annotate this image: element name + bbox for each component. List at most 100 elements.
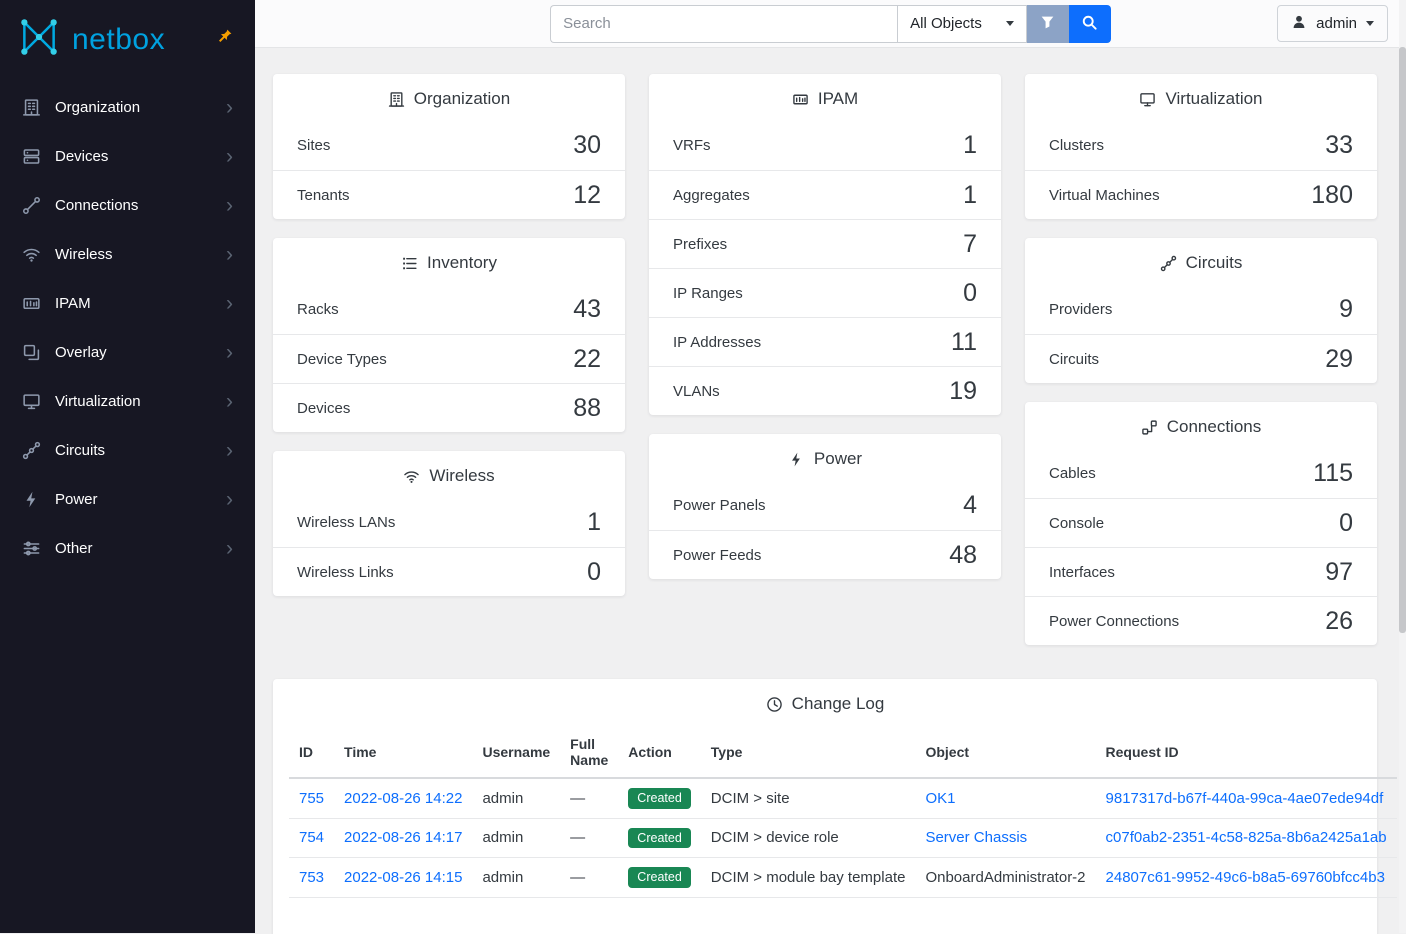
col-header-object: Object — [915, 728, 1096, 779]
change-time-link[interactable]: 2022-08-26 14:22 — [344, 789, 463, 807]
cell-username: admin — [472, 818, 561, 858]
stat-row-sites: Sites 30 — [273, 121, 625, 170]
stat-value[interactable]: 33 — [1325, 131, 1353, 159]
cell-type: DCIM > site — [700, 778, 916, 819]
stat-value[interactable]: 1 — [587, 508, 601, 536]
sidebar-item-overlay[interactable]: Overlay › — [0, 328, 255, 377]
stat-row-vrfs: VRFs 1 — [649, 121, 1001, 170]
card-organization: Organization Sites 30 Tenants 12 — [273, 74, 625, 219]
col-header-id: ID — [289, 728, 335, 779]
chevron-down-icon — [1005, 21, 1014, 26]
sidebar-item-virtualization[interactable]: Virtualization › — [0, 377, 255, 426]
person-icon — [1291, 14, 1307, 34]
stat-value[interactable]: 115 — [1313, 459, 1353, 487]
object-link[interactable]: OK1 — [925, 789, 956, 807]
netbox-logo-icon[interactable] — [16, 14, 62, 65]
card-title: IPAM — [649, 74, 1001, 121]
object-link[interactable]: Server Chassis — [925, 829, 1028, 847]
stat-value[interactable]: 0 — [1339, 508, 1353, 537]
stat-row-console: Console 0 — [1025, 498, 1377, 547]
stat-value[interactable]: 1 — [963, 131, 977, 159]
change-id-link[interactable]: 755 — [299, 789, 325, 807]
cell-full-name: — — [560, 778, 619, 819]
stat-value[interactable]: 1 — [963, 180, 977, 209]
card-power: Power Power Panels 4 Power Feeds 48 — [649, 434, 1001, 579]
stat-value[interactable]: 7 — [963, 229, 977, 258]
stat-row-vlans: VLANs 19 — [649, 366, 1001, 415]
sidebar-item-ipam[interactable]: IPAM › — [0, 279, 255, 328]
action-badge: Created — [628, 867, 691, 888]
change-time-link[interactable]: 2022-08-26 14:15 — [344, 868, 463, 886]
filter-button[interactable] — [1026, 4, 1069, 43]
pin-sidebar-icon[interactable] — [217, 28, 233, 44]
card-title-label: Circuits — [1185, 253, 1243, 272]
stat-value[interactable]: 26 — [1325, 606, 1353, 635]
stat-value[interactable]: 48 — [949, 540, 977, 569]
col-header-type: Type — [700, 728, 916, 779]
card-connections: Connections Cables 115 Console 0 Interfaces 97… — [1025, 402, 1377, 645]
cell-object: OK1 — [915, 778, 1096, 819]
stat-value[interactable]: 11 — [951, 327, 977, 356]
chevron-right-icon: › — [226, 536, 233, 560]
stat-value[interactable]: 22 — [573, 344, 601, 373]
chevron-right-icon: › — [226, 438, 233, 462]
stat-value[interactable]: 0 — [963, 278, 977, 307]
changelog-row: 755 2022-08-26 14:22 admin — Created DCIM > s… — [289, 778, 1397, 819]
stat-value[interactable]: 97 — [1325, 557, 1353, 586]
building-icon — [388, 91, 405, 108]
request-id-link[interactable]: c07f0ab2-2351-4c58-825a-8b6a2425a1ab — [1105, 829, 1387, 847]
stat-value[interactable]: 19 — [949, 376, 977, 405]
scrollbar-thumb[interactable] — [1399, 47, 1406, 633]
change-id-link[interactable]: 753 — [299, 868, 325, 886]
sidebar-item-organization[interactable]: Organization › — [0, 83, 255, 132]
search-button[interactable] — [1068, 4, 1111, 43]
sidebar-item-power[interactable]: Power › — [0, 475, 255, 524]
stat-value[interactable]: 88 — [573, 393, 601, 422]
sidebar-item-label: Virtualization — [55, 393, 141, 410]
change-time-link[interactable]: 2022-08-26 14:17 — [344, 829, 463, 847]
cell-request-id: c07f0ab2-2351-4c58-825a-8b6a2425a1ab — [1095, 818, 1397, 858]
username-text: admin — [482, 789, 524, 807]
stat-value[interactable]: 43 — [573, 295, 601, 323]
card-title-label: Organization — [413, 89, 511, 108]
sidebar-item-other[interactable]: Other › — [0, 524, 255, 573]
stat-value[interactable]: 30 — [573, 131, 601, 159]
sidebar: netbox Organization › Devices › Connections ›… — [0, 0, 255, 933]
object-type-selected: All Objects — [910, 15, 982, 32]
sidebar-item-connections[interactable]: Connections › — [0, 181, 255, 230]
request-id-link[interactable]: 24807c61-9952-49c6-b8a5-69760bfcc4b3 — [1105, 868, 1385, 886]
user-menu-button[interactable]: admin — [1277, 5, 1388, 42]
page-scrollbar[interactable] — [1399, 0, 1406, 933]
card-title: Connections — [1025, 402, 1377, 449]
stat-value[interactable]: 9 — [1339, 295, 1353, 323]
sidebar-item-devices[interactable]: Devices › — [0, 132, 255, 181]
sidebar-item-label: Devices — [55, 148, 109, 165]
object-text: OnboardAdministrator-2 — [925, 868, 1086, 886]
cell-time: 2022-08-26 14:17 — [334, 818, 473, 858]
wifi-icon — [403, 468, 420, 485]
col-header-action: Action — [618, 728, 701, 779]
stat-label: Clusters — [1049, 137, 1105, 154]
change-id-link[interactable]: 754 — [299, 829, 325, 847]
object-type-select[interactable]: All Objects — [897, 4, 1027, 43]
changelog-table: ID Time Username Full Name Action Type Object R… — [289, 728, 1397, 898]
stat-value[interactable]: 180 — [1311, 180, 1353, 209]
stat-value[interactable]: 0 — [587, 557, 601, 586]
dashboard-content: Organization Sites 30 Tenants 12 Inventory Rac… — [255, 48, 1406, 934]
stat-row-aggregates: Aggregates 1 — [649, 170, 1001, 219]
netbox-logo-text[interactable]: netbox — [72, 22, 166, 56]
sidebar-item-circuits[interactable]: Circuits › — [0, 426, 255, 475]
other-icon — [22, 539, 41, 558]
chevron-down-icon — [1366, 21, 1374, 26]
main-area: All Objects — [255, 0, 1406, 934]
stat-value[interactable]: 29 — [1325, 344, 1353, 373]
stat-value[interactable]: 4 — [963, 491, 977, 519]
search-input[interactable] — [550, 4, 898, 43]
cell-full-name: — — [560, 818, 619, 858]
sidebar-item-wireless[interactable]: Wireless › — [0, 230, 255, 279]
stat-value[interactable]: 12 — [573, 180, 601, 209]
type-text: DCIM > site — [710, 789, 790, 807]
stat-label: Sites — [297, 137, 331, 154]
request-id-link[interactable]: 9817317d-b67f-440a-99ca-4ae07ede94df — [1105, 789, 1384, 807]
